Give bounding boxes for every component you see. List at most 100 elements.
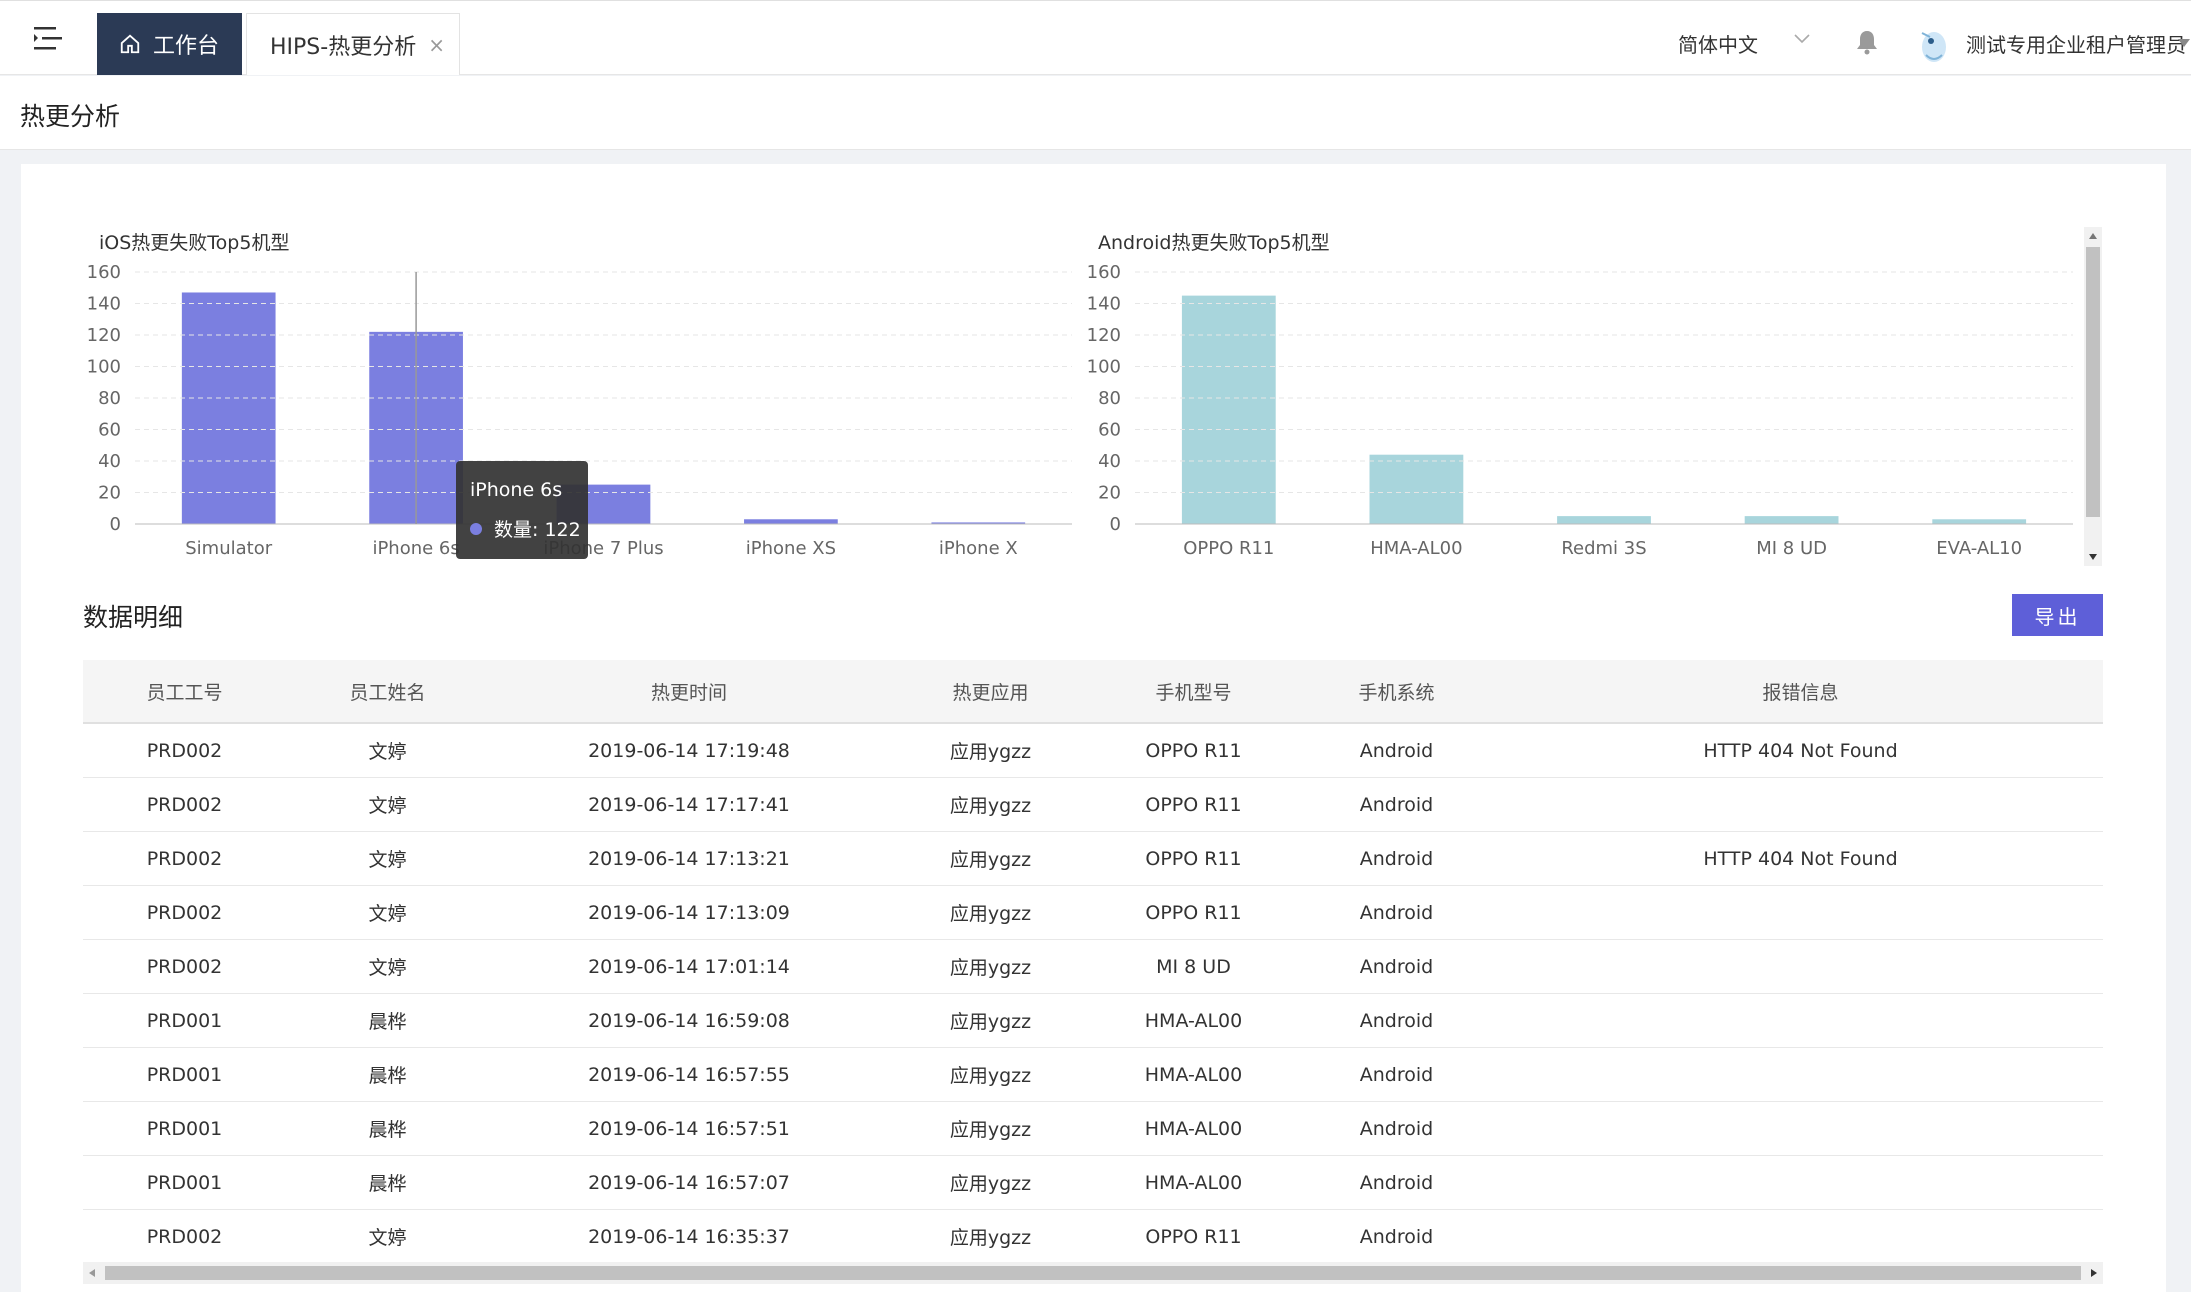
tab-home[interactable]: 工作台 [97,13,242,75]
android-chart-title: Android热更失败Top5机型 [1098,232,1330,254]
bar[interactable] [1557,516,1651,524]
x-tick-label: EVA-AL10 [1936,538,2022,559]
android-bar-chart[interactable]: 0 20 40 60 80 100 120 140 160 OPPO R11 HMA-AL00 Red… [0,0,2191,600]
employee-name: 文婷 [368,849,407,871]
app-name: 应用ygzz [949,903,1032,925]
table-row[interactable]: PRD002 文婷 2019-06-14 17:19:48 应用ygzz OPP… [83,724,2103,778]
y-tick-label: 60 [98,420,121,441]
phone-os: Android [1359,739,1434,762]
phone-model: OPPO R11 [1145,847,1242,870]
employee-name: 文婷 [368,957,407,979]
table-row[interactable]: PRD001 晨桦 2019-06-14 16:57:51 应用ygzz HMA… [83,1102,2103,1156]
bell-icon[interactable] [1853,28,1881,56]
bar[interactable] [744,519,838,524]
x-tick-label: iPhone X [939,538,1018,559]
x-tick-label: Redmi 3S [1561,538,1646,559]
y-tick-label: 120 [87,325,121,346]
bar[interactable] [1932,519,2027,524]
app-name: 应用ygzz [949,1011,1032,1033]
user-menu-caret-icon[interactable] [2178,39,2190,47]
table-row[interactable]: PRD001 晨桦 2019-06-14 16:59:08 应用ygzz HMA… [83,994,2103,1048]
employee-name: 文婷 [368,795,407,817]
y-tick-label: 60 [1098,420,1121,441]
app-name: 应用ygzz [949,957,1032,979]
employee-name: 晨桦 [368,1119,407,1141]
x-tick-label: OPPO R11 [1183,538,1274,559]
y-tick-label: 120 [1087,325,1121,346]
scroll-right-icon[interactable] [2091,1269,2097,1277]
update-time: 2019-06-14 16:57:55 [588,1063,790,1086]
error-message [1498,778,2103,831]
username[interactable]: 测试专用企业租户管理员 [1966,33,2186,57]
employee-name: 文婷 [368,903,407,925]
error-message [1498,1210,2103,1263]
error-message [1498,994,2103,1047]
column-header[interactable]: 报错信息 [1762,681,1839,704]
tooltip-title: iPhone 6s [470,479,563,501]
employee-id: PRD001 [146,1171,223,1194]
top-bar: 工作台 HIPS-热更分析 × 简体中文 测试专用企业租户管理员 [0,0,2191,75]
tooltip-value: 数量: 122 [494,519,581,541]
employee-id: PRD001 [146,1063,223,1086]
chart-vertical-scrollbar[interactable] [2084,227,2102,566]
update-time: 2019-06-14 17:01:14 [588,955,790,978]
y-tick-label: 80 [1098,388,1121,409]
table-row[interactable]: PRD002 文婷 2019-06-14 17:13:09 应用ygzz OPP… [83,886,2103,940]
update-time: 2019-06-14 17:17:41 [588,793,790,816]
table-row[interactable]: PRD002 文婷 2019-06-14 16:35:37 应用ygzz OPP… [83,1210,2103,1264]
phone-model: OPPO R11 [1145,793,1242,816]
phone-model: HMA-AL00 [1144,1009,1243,1032]
column-header[interactable]: 手机系统 [1358,681,1435,704]
table-row[interactable]: PRD002 文婷 2019-06-14 17:17:41 应用ygzz OPP… [83,778,2103,832]
scroll-up-icon[interactable] [2089,233,2097,239]
table-row[interactable]: PRD001 晨桦 2019-06-14 16:57:07 应用ygzz HMA… [83,1156,2103,1210]
table-row[interactable]: PRD002 文婷 2019-06-14 17:01:14 应用ygzz MI … [83,940,2103,994]
table-row[interactable]: PRD002 文婷 2019-06-14 17:13:21 应用ygzz OPP… [83,832,2103,886]
update-time: 2019-06-14 17:19:48 [588,739,790,762]
column-header[interactable]: 热更时间 [650,681,727,704]
column-header[interactable]: 热更应用 [952,681,1029,704]
scroll-thumb[interactable] [105,1266,2081,1280]
update-time: 2019-06-14 16:35:37 [588,1225,790,1248]
y-tick-label: 20 [1098,483,1121,504]
employee-id: PRD002 [146,847,223,870]
y-tick-label: 100 [87,357,121,378]
column-header[interactable]: 员工工号 [146,681,223,704]
bar[interactable] [1369,454,1464,524]
update-time: 2019-06-14 16:57:51 [588,1117,790,1140]
scroll-down-icon[interactable] [2089,554,2097,560]
error-message [1498,1102,2103,1155]
error-message [1498,1048,2103,1101]
employee-id: PRD002 [146,901,223,924]
bar[interactable] [181,292,276,524]
app-name: 应用ygzz [949,1173,1032,1195]
scroll-left-icon[interactable] [89,1269,95,1277]
scroll-thumb[interactable] [2086,247,2100,517]
bar[interactable] [1181,295,1276,524]
error-message [1498,940,2103,993]
export-button[interactable]: 导出 [2012,594,2103,636]
bar[interactable] [931,522,1026,525]
bar[interactable] [1744,516,1839,524]
x-tick-label: iPhone XS [746,538,836,559]
avatar[interactable] [1916,27,1950,65]
error-message: HTTP 404 Not Found [1703,847,1898,870]
x-tick-label: HMA-AL00 [1370,538,1462,559]
table-row[interactable]: PRD001 晨桦 2019-06-14 16:57:55 应用ygzz HMA… [83,1048,2103,1102]
employee-id: PRD002 [146,1225,223,1248]
employee-id: PRD002 [146,793,223,816]
close-icon[interactable]: × [428,32,445,57]
x-tick-label: MI 8 UD [1756,538,1827,559]
y-tick-label: 20 [98,483,121,504]
employee-id: PRD001 [146,1117,223,1140]
update-time: 2019-06-14 17:13:09 [588,901,790,924]
table-horizontal-scrollbar[interactable] [83,1262,2103,1284]
tab-hips-analysis[interactable]: HIPS-热更分析 × [246,13,460,75]
error-message [1498,886,2103,939]
column-header[interactable]: 手机型号 [1155,681,1232,704]
chevron-down-icon[interactable] [1792,31,1812,47]
menu-toggle-icon[interactable] [30,23,66,55]
column-header[interactable]: 员工姓名 [349,681,426,704]
language-selector[interactable]: 简体中文 [1678,33,1758,57]
